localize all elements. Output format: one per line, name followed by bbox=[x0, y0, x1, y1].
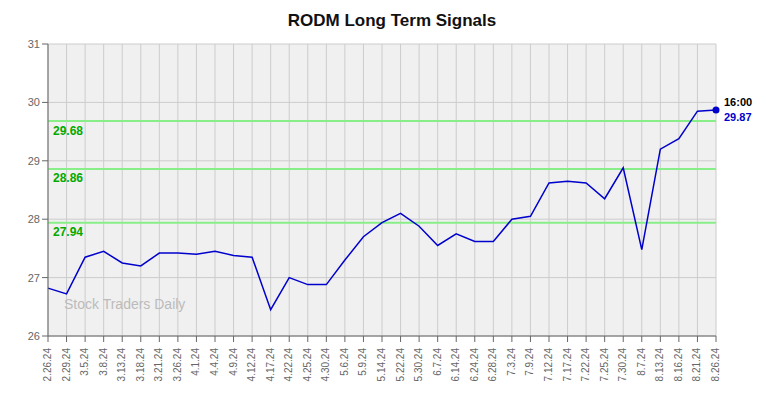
svg-text:30: 30 bbox=[28, 96, 40, 108]
svg-text:7.17.24: 7.17.24 bbox=[562, 348, 573, 382]
svg-text:5.6.24: 5.6.24 bbox=[339, 348, 350, 376]
svg-text:4.22.24: 4.22.24 bbox=[283, 348, 294, 382]
svg-text:28: 28 bbox=[28, 213, 40, 225]
svg-text:26: 26 bbox=[28, 330, 40, 342]
svg-text:7.9.24: 7.9.24 bbox=[524, 348, 535, 376]
svg-text:4.25.24: 4.25.24 bbox=[302, 348, 313, 382]
svg-text:7.30.24: 7.30.24 bbox=[617, 348, 628, 382]
html-text:RODM Long Term Signals: RODM Long Term Signals bbox=[287, 11, 497, 30]
svg-text:6.7.24: 6.7.24 bbox=[432, 348, 443, 376]
svg-text:8.13.24: 8.13.24 bbox=[654, 348, 665, 382]
svg-text:8.21.24: 8.21.24 bbox=[691, 348, 702, 382]
svg-text:8.7.24: 8.7.24 bbox=[636, 348, 647, 376]
svg-text:5.14.24: 5.14.24 bbox=[376, 348, 387, 382]
svg-text:7.25.24: 7.25.24 bbox=[599, 348, 610, 382]
svg-text:3.5.24: 3.5.24 bbox=[79, 348, 90, 376]
svg-text:4.4.24: 4.4.24 bbox=[209, 348, 220, 376]
svg-text:8.16.24: 8.16.24 bbox=[673, 348, 684, 382]
svg-text:4.12.24: 4.12.24 bbox=[246, 348, 257, 382]
svg-text:6.24.24: 6.24.24 bbox=[469, 348, 480, 382]
svg-text:3.26.24: 3.26.24 bbox=[172, 348, 183, 382]
svg-text:3.18.24: 3.18.24 bbox=[135, 348, 146, 382]
svg-text:2.26.24: 2.26.24 bbox=[42, 348, 53, 382]
svg-text:3.8.24: 3.8.24 bbox=[98, 348, 109, 376]
svg-text:29.68: 29.68 bbox=[53, 124, 83, 138]
svg-text:29: 29 bbox=[28, 155, 40, 167]
svg-text:6.28.24: 6.28.24 bbox=[487, 348, 498, 382]
svg-text:28.86: 28.86 bbox=[53, 171, 83, 185]
html-text:Stock Traders Daily: Stock Traders Daily bbox=[64, 296, 186, 312]
svg-text:5.22.24: 5.22.24 bbox=[395, 348, 406, 382]
svg-text:7.3.24: 7.3.24 bbox=[506, 348, 517, 376]
svg-text:6.14.24: 6.14.24 bbox=[450, 348, 461, 382]
svg-text:5.30.24: 5.30.24 bbox=[413, 348, 424, 382]
svg-text:4.30.24: 4.30.24 bbox=[320, 348, 331, 382]
svg-text:7.12.24: 7.12.24 bbox=[543, 348, 554, 382]
svg-text:4.1.24: 4.1.24 bbox=[190, 348, 201, 376]
svg-text:3.21.24: 3.21.24 bbox=[153, 348, 164, 382]
svg-text:8.26.24: 8.26.24 bbox=[710, 348, 721, 382]
svg-text:31: 31 bbox=[28, 38, 40, 50]
svg-text:7.22.24: 7.22.24 bbox=[580, 348, 591, 382]
svg-text:2.29.24: 2.29.24 bbox=[61, 348, 72, 382]
svg-text:3.13.24: 3.13.24 bbox=[116, 348, 127, 382]
svg-text:27: 27 bbox=[28, 272, 40, 284]
svg-text:5.9.24: 5.9.24 bbox=[357, 348, 368, 376]
svg-text:16:00: 16:00 bbox=[724, 96, 752, 108]
svg-text:4.9.24: 4.9.24 bbox=[228, 348, 239, 376]
svg-text:4.17.24: 4.17.24 bbox=[265, 348, 276, 382]
svg-text:27.94: 27.94 bbox=[53, 225, 83, 239]
svg-text:29.87: 29.87 bbox=[724, 111, 752, 123]
